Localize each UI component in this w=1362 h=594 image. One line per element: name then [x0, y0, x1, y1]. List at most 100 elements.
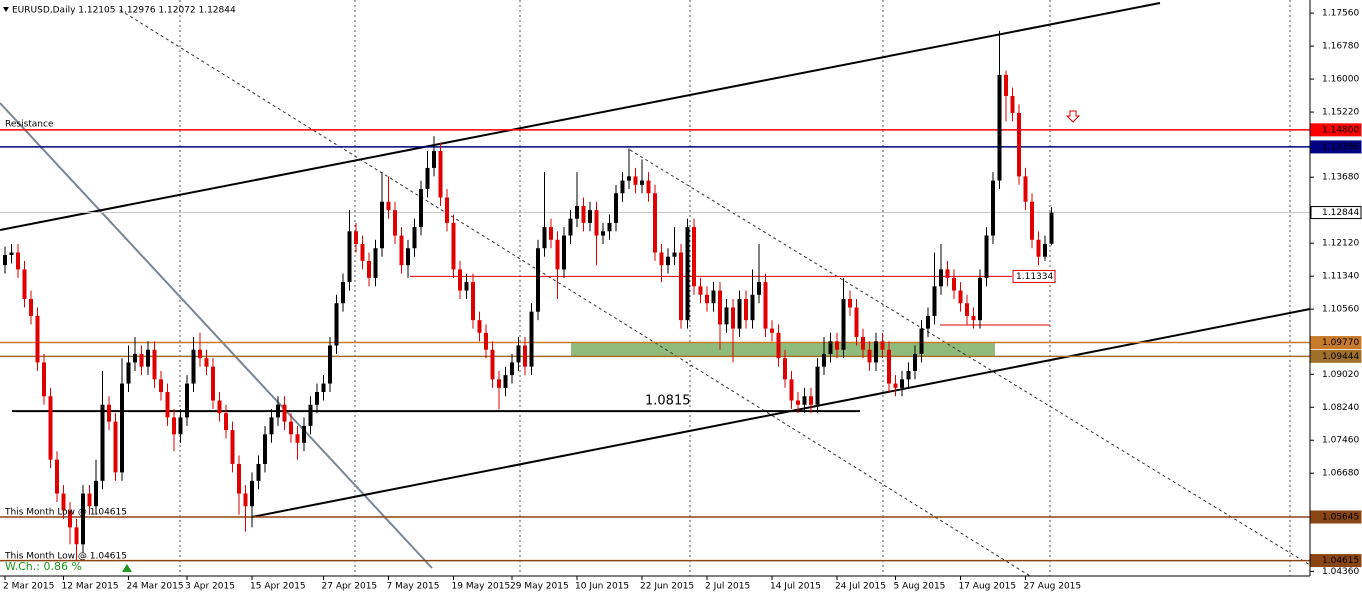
candle-body: [685, 227, 690, 321]
x-tick-label: 7 May 2015: [387, 582, 440, 592]
candle-body: [1042, 244, 1047, 257]
candle-body: [568, 218, 573, 236]
candle-body: [847, 298, 852, 308]
candle-body: [432, 150, 437, 168]
candle-body: [237, 463, 242, 494]
candle-body: [68, 510, 73, 528]
y-tick-label: 1.08240: [1322, 403, 1359, 413]
candle-body: [438, 150, 443, 198]
level-box: [1310, 336, 1362, 350]
candle-body: [243, 493, 248, 507]
candle-body: [977, 277, 982, 321]
x-tick-label: 14 Jul 2015: [770, 582, 821, 592]
y-tick-label: 1.04360: [1322, 567, 1359, 577]
x-tick-label: 29 May 2015: [510, 582, 569, 592]
candle-body: [555, 239, 560, 270]
candle-body: [704, 294, 709, 304]
candle-body: [906, 370, 911, 380]
candle-body: [22, 269, 27, 299]
candle-body: [756, 282, 761, 295]
y-tick-label: 1.06680: [1322, 469, 1359, 479]
y-tick-label: 1.15220: [1322, 108, 1359, 118]
candle-body: [834, 341, 839, 350]
candle-body: [217, 400, 222, 414]
candle-body: [938, 269, 943, 287]
level-label: 1.09444: [1322, 352, 1359, 362]
x-tick-label: 24 Jul 2015: [835, 582, 886, 592]
candle-body: [347, 231, 352, 283]
trendline: [119, 9, 1031, 577]
change-arrow: [122, 564, 132, 572]
candle-body: [503, 375, 508, 388]
candle-body: [711, 290, 716, 304]
y-tick-label: 1.12120: [1322, 239, 1359, 249]
month-low-label: This Month Low @ 1.04615: [4, 552, 127, 562]
candle-body: [380, 201, 385, 249]
candle-body: [191, 349, 196, 384]
candle-body: [529, 311, 534, 367]
level-box: [1310, 510, 1362, 524]
level-label: 1.14396: [1322, 142, 1359, 152]
candle-body: [646, 180, 651, 194]
resistance-label: Resistance: [5, 120, 54, 130]
trendline: [629, 149, 1311, 566]
x-tick-label: 15 Apr 2015: [250, 582, 306, 592]
candle-body: [3, 255, 8, 266]
candle-body: [802, 396, 807, 405]
candle-body: [1029, 201, 1034, 240]
candle-body: [42, 362, 47, 397]
candle-body: [29, 298, 34, 316]
level-label: 1.09770: [1322, 338, 1359, 348]
candle-body: [464, 282, 469, 291]
candle-body: [497, 379, 502, 388]
candle-body: [763, 282, 768, 329]
trendline: [0, 102, 433, 569]
channel-upper: [0, 2, 1161, 231]
candle-body: [328, 345, 333, 384]
candle-body: [997, 74, 1002, 181]
candle-body: [224, 413, 229, 431]
candle-body: [562, 235, 567, 270]
candle-body: [406, 248, 411, 266]
candle-body: [393, 210, 398, 236]
candle-body: [1016, 112, 1021, 177]
channel-lower: [251, 308, 1311, 518]
candle-body: [984, 235, 989, 278]
candle-body: [276, 404, 281, 418]
candle-body: [633, 176, 638, 185]
candle-body: [269, 417, 274, 435]
candle-body: [35, 315, 40, 363]
level-box: [1310, 206, 1362, 220]
candle-body: [990, 180, 995, 236]
candle-body: [828, 341, 833, 354]
candle-body: [48, 396, 53, 460]
weekly-change: W.Ch.: 0.86 %: [5, 560, 82, 573]
chart-title: EURUSD,Daily 1.12105 1.12976 1.12072 1.1…: [12, 6, 236, 16]
candle-body: [821, 353, 826, 367]
month-low-label: This Month Low @ 1.04615: [4, 508, 127, 518]
candle-body: [16, 252, 21, 270]
candle-body: [165, 392, 170, 418]
candle-body: [808, 396, 813, 405]
x-tick-label: 19 May 2015: [452, 582, 511, 592]
candle-body: [691, 227, 696, 287]
candle-body: [951, 277, 956, 291]
candle-body: [159, 379, 164, 393]
candle-body: [289, 421, 294, 435]
candle-body: [724, 307, 729, 325]
x-tick-label: 17 Aug 2015: [958, 582, 1016, 592]
y-tick-label: 1.13680: [1322, 173, 1359, 183]
x-tick-label: 2 Mar 2015: [3, 582, 54, 592]
candle-body: [516, 345, 521, 363]
candle-body: [367, 260, 372, 278]
x-tick-label: 5 Aug 2015: [893, 582, 945, 592]
candle-body: [899, 379, 904, 388]
candle-body: [1023, 176, 1028, 202]
candle-body: [795, 400, 800, 405]
candle-body: [1036, 239, 1041, 257]
candle-body: [373, 248, 378, 278]
candle-body: [152, 349, 157, 380]
candle-body: [471, 282, 476, 321]
candle-body: [458, 269, 463, 291]
level-label: 1.05645: [1322, 513, 1359, 523]
